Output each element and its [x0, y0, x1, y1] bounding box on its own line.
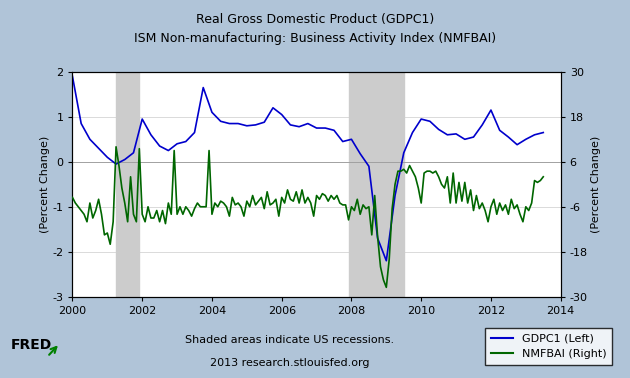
Text: 2013 research.stlouisfed.org: 2013 research.stlouisfed.org [210, 358, 370, 368]
Text: FRED: FRED [11, 338, 52, 353]
Y-axis label: (Percent Change): (Percent Change) [591, 136, 600, 233]
Text: ISM Non-manufacturing: Business Activity Index (NMFBAI): ISM Non-manufacturing: Business Activity… [134, 32, 496, 45]
Text: Shaded areas indicate US recessions.: Shaded areas indicate US recessions. [185, 335, 394, 345]
Legend: GDPC1 (Left), NMFBAI (Right): GDPC1 (Left), NMFBAI (Right) [485, 328, 612, 365]
Bar [348, 72, 404, 297]
Y-axis label: (Percent Change): (Percent Change) [40, 136, 50, 233]
Bar [116, 72, 139, 297]
Text: Real Gross Domestic Product (GDPC1): Real Gross Domestic Product (GDPC1) [196, 13, 434, 26]
